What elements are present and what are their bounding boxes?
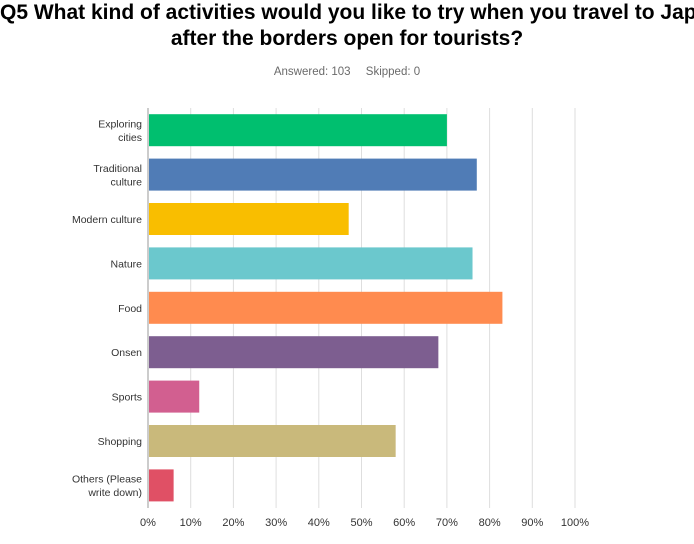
x-tick-label: 10%: [180, 517, 202, 529]
category-label: Traditional culture: [93, 163, 142, 189]
bar: [149, 291, 503, 324]
x-tick-label: 70%: [436, 517, 458, 529]
x-axis-ticks: 0% 10% 20% 30% 40% 50% 60% 70% 80% 90% 100%: [140, 517, 589, 529]
x-tick-label: 0%: [140, 517, 156, 529]
bar: [149, 247, 473, 280]
bar: [149, 380, 200, 413]
x-tick-label: 20%: [222, 517, 244, 529]
category-label: Others (Please write down): [72, 474, 142, 500]
category-label: Exploring cities: [98, 118, 142, 144]
category-label: Onsen: [111, 347, 142, 359]
category-label: Sports: [112, 392, 142, 404]
category-label: Nature: [110, 258, 142, 270]
bar: [149, 469, 174, 502]
question-title-line-2: after the borders open for tourists?: [170, 27, 524, 50]
response-stats: Answered: 103 Skipped: 0: [0, 66, 694, 78]
x-tick-label: 40%: [308, 517, 330, 529]
category-label: Food: [118, 303, 142, 315]
bar: [149, 425, 396, 457]
answered-count: Answered: 103: [273, 66, 351, 78]
x-tick-label: 50%: [350, 517, 372, 529]
bar: [149, 336, 439, 369]
category-labels: Exploring cities Traditional culture Modern …: [72, 118, 142, 499]
bar: [149, 158, 477, 191]
x-tick-label: 60%: [393, 517, 415, 529]
question-title-line-1: Q5 What kind of activities would you lik…: [0, 1, 694, 24]
category-label: Modern culture: [72, 214, 142, 226]
bars: [149, 114, 503, 502]
x-tick-label: 100%: [561, 517, 589, 529]
question-title: Q5 What kind of activities would you lik…: [0, 0, 694, 52]
category-label: Shopping: [98, 436, 143, 448]
bar: [149, 203, 349, 235]
x-tick-label: 90%: [521, 517, 543, 529]
x-tick-label: 30%: [265, 517, 287, 529]
bar: [149, 114, 447, 147]
x-tick-label: 80%: [479, 517, 501, 529]
skipped-count: Skipped: 0: [365, 66, 421, 78]
